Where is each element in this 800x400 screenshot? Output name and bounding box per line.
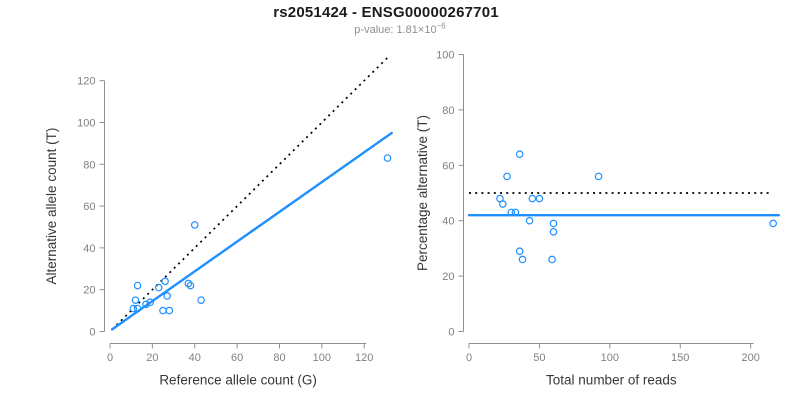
scatter-point (159, 306, 167, 315)
left-plot: 0 20 40 60 80 100 120 Reference allele count (G… (44, 57, 393, 388)
y-axis: 0 20 40 60 80 100 Percentage alternative (T) (415, 50, 464, 339)
x-axis: 0 20 40 60 80 100 120 Reference allele count (G… (107, 343, 373, 388)
scatter-point (528, 194, 537, 203)
scatter-point (142, 300, 150, 309)
y-tick-label: 40 (83, 243, 95, 255)
scatter-point (503, 172, 511, 181)
y-tick-label: 80 (83, 159, 95, 171)
scatter-point (161, 277, 169, 286)
y-tick-label: 0 (89, 327, 95, 339)
scatter-point (549, 227, 558, 236)
scatter-point (769, 219, 777, 228)
scatter-point (163, 292, 172, 300)
y-axis-label: Alternative allele count (T) (44, 128, 59, 285)
scatter-point (184, 279, 193, 288)
x-tick-label: 100 (313, 352, 331, 364)
scatter-point (197, 296, 205, 304)
y-tick-label: 60 (442, 160, 454, 172)
scatter-point (133, 281, 142, 290)
x-tick-label: 60 (231, 352, 243, 364)
y-axis-label: Percentage alternative (T) (415, 115, 430, 271)
x-tick-label: 80 (273, 352, 285, 364)
y-tick-label: 60 (83, 201, 95, 213)
scatter-point (515, 150, 524, 159)
x-tick-label: 50 (533, 352, 545, 364)
scatter-point (186, 281, 195, 290)
x-tick-label: 20 (146, 352, 158, 364)
fit-line (110, 131, 393, 331)
y-tick-label: 80 (442, 105, 454, 117)
scatter-point (594, 172, 603, 181)
chart-title: rs2051424 - ENSG00000267701 (273, 4, 499, 21)
scatter-point (507, 208, 516, 217)
scatter-point (525, 216, 534, 225)
x-axis: 0 50 100 150 200 Total number of reads (466, 343, 760, 388)
scatter-point (154, 283, 163, 292)
x-tick-label: 100 (601, 352, 619, 364)
pvalue-subtitle: p-value: 1.81×10−6 (0, 21, 800, 36)
x-tick-label: 120 (355, 352, 373, 364)
scatter-point (518, 255, 527, 264)
y-axis: 0 20 40 60 80 100 120 Alternative allele count … (44, 76, 105, 339)
right-plot: 0 50 100 150 200 Total number of reads 0 20 40 60… (415, 50, 781, 388)
scatter-point (535, 194, 544, 203)
identity-line (111, 57, 389, 331)
x-tick-label: 200 (741, 352, 759, 364)
scatter-point (549, 219, 558, 228)
scatter-point (383, 154, 392, 162)
scatter-point (146, 298, 155, 307)
y-tick-label: 20 (83, 285, 95, 297)
scatter-points (129, 154, 392, 315)
scatter-point (190, 221, 199, 229)
scatter-point (133, 304, 142, 313)
scatter-point (515, 247, 524, 255)
x-axis-label: Reference allele count (G) (159, 373, 317, 388)
y-tick-label: 100 (77, 117, 95, 129)
x-tick-label: 40 (189, 352, 201, 364)
pvalue-exponent: −6 (436, 21, 446, 31)
x-tick-label: 0 (466, 352, 472, 364)
y-tick-label: 100 (436, 50, 454, 62)
x-tick-label: 150 (671, 352, 689, 364)
y-tick-label: 40 (442, 216, 454, 228)
y-tick-label: 0 (448, 327, 454, 339)
scatter-point (131, 296, 140, 304)
scatter-points (496, 150, 777, 264)
x-axis-label: Total number of reads (546, 373, 677, 388)
x-tick-label: 0 (107, 352, 113, 364)
scatter-point (498, 200, 507, 208)
scatter-point (548, 255, 556, 264)
scatter-point (511, 208, 520, 217)
y-tick-label: 120 (77, 76, 95, 88)
y-tick-label: 20 (442, 271, 454, 283)
pvalue-text: p-value: 1.81×10 (354, 24, 437, 36)
page-title: rs2051424 - ENSG00000267701 (0, 4, 772, 22)
scatter-point (129, 304, 138, 313)
scatter-point (165, 306, 174, 315)
